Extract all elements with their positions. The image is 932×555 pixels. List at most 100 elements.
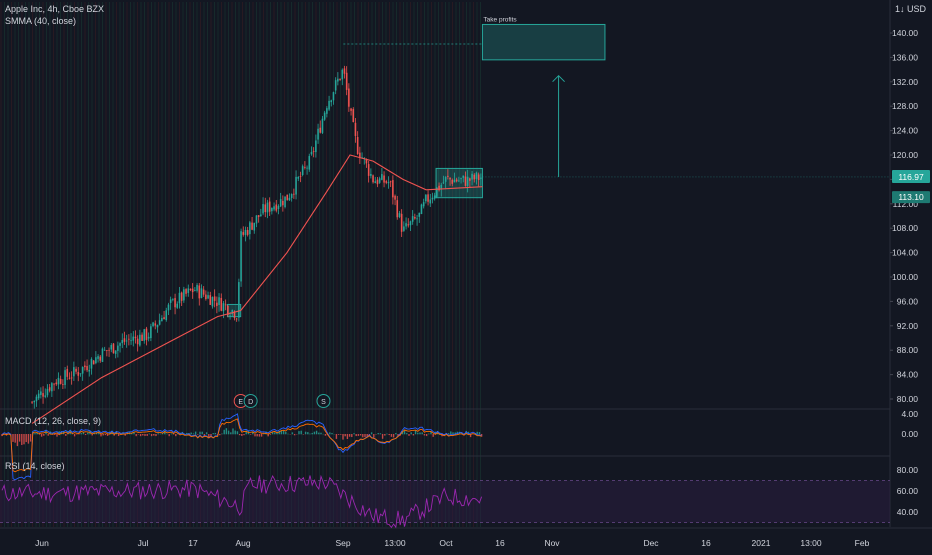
candle-body <box>242 232 244 235</box>
candle-body <box>119 343 121 346</box>
candle-body <box>399 213 401 217</box>
macd-histogram-bar <box>118 434 119 436</box>
macd-histogram-bar <box>305 432 306 435</box>
candle-body <box>170 299 172 303</box>
macd-histogram-bar <box>380 433 381 434</box>
price-tick-label: 120.00 <box>892 150 918 160</box>
candle-body <box>421 205 423 214</box>
price-tick-label: 92.00 <box>897 321 919 331</box>
candle-body <box>335 80 337 90</box>
candle-body <box>425 195 427 201</box>
time-tick-label: Oct <box>439 538 453 548</box>
candle-body <box>330 100 332 102</box>
candle-body <box>121 340 123 343</box>
candle-body <box>383 175 385 182</box>
rsi-tick-label: 60.00 <box>897 486 919 496</box>
candle-body <box>379 178 381 183</box>
current-price-badge: 116.97 <box>892 170 930 183</box>
macd-histogram-bar <box>358 434 359 436</box>
candle-body <box>128 339 130 340</box>
candle-body <box>141 335 143 341</box>
macd-histogram-bar <box>219 434 220 435</box>
macd-histogram-bar <box>479 432 480 434</box>
candle-body <box>60 379 62 384</box>
macd-histogram-bar <box>208 434 209 437</box>
candle-body <box>115 350 117 353</box>
candle-body <box>396 200 398 217</box>
candle-body <box>293 194 295 195</box>
candle <box>102 347 104 362</box>
candle-body <box>124 338 126 342</box>
smma-legend[interactable]: SMMA (40, close) <box>5 16 76 26</box>
current-price-value: 116.97 <box>898 172 924 182</box>
macd-histogram-bar <box>140 434 141 436</box>
candle <box>308 154 310 172</box>
candle-body <box>357 137 359 154</box>
candle-body <box>240 231 242 281</box>
macd-histogram-bar <box>15 434 16 443</box>
macd-histogram-bar <box>197 434 198 435</box>
macd-legend[interactable]: MACD (12, 26, close, 9) <box>5 416 101 426</box>
macd-histogram-bar <box>408 434 409 436</box>
macd-histogram-bar <box>191 433 192 435</box>
candle-body <box>36 397 38 401</box>
macd-tick-label: 4.00 <box>901 409 918 419</box>
currency-selector[interactable]: 1↓ USD <box>895 4 926 14</box>
candle-body <box>355 123 357 136</box>
macd-histogram-bar <box>360 434 361 435</box>
macd-histogram-bar <box>169 434 170 436</box>
candle <box>421 204 423 214</box>
macd-histogram-bar <box>12 434 13 442</box>
candle-body <box>480 178 482 179</box>
macd-histogram-bar <box>347 434 348 439</box>
macd-histogram-bar <box>147 434 148 436</box>
candle-body <box>348 89 350 107</box>
candle <box>302 165 304 177</box>
candle-body <box>416 218 418 219</box>
candle-body <box>319 128 321 133</box>
candle-body <box>220 298 222 311</box>
candle-body <box>183 289 185 300</box>
time-tick-label: 16 <box>495 538 505 548</box>
macd-histogram-bar <box>26 434 27 442</box>
macd-histogram-bar <box>87 433 88 435</box>
candle-body <box>462 176 464 178</box>
macd-histogram-bar <box>74 434 75 436</box>
candle-body <box>280 199 282 206</box>
macd-histogram-bar <box>336 434 337 439</box>
price-tick-label: 132.00 <box>892 77 918 87</box>
candle-body <box>300 176 302 177</box>
macd-histogram-bar <box>386 434 387 435</box>
candle-body <box>469 178 471 180</box>
candle-body <box>80 373 82 374</box>
candle-body <box>75 369 77 372</box>
symbol-legend[interactable]: Apple Inc, 4h, Cboe BZX <box>5 4 104 14</box>
macd-histogram-bar <box>406 433 407 434</box>
macd-histogram-bar <box>19 434 20 442</box>
candle-body <box>176 304 178 308</box>
macd-histogram-bar <box>307 432 308 434</box>
macd-histogram-bar <box>338 434 339 435</box>
macd-histogram-bar <box>261 434 262 437</box>
candle-body <box>394 196 396 200</box>
candle-body <box>185 289 187 294</box>
candle-body <box>203 290 205 295</box>
candle-body <box>137 339 139 345</box>
candle-body <box>304 167 306 168</box>
candle-body <box>451 180 453 184</box>
macd-histogram-bar <box>274 432 275 434</box>
time-tick-label: 17 <box>188 538 198 548</box>
macd-histogram-bar <box>151 434 152 436</box>
candle-body <box>388 182 390 183</box>
candle-body <box>102 349 104 362</box>
candle-body <box>44 395 46 396</box>
candle-body <box>135 337 137 338</box>
candle-body <box>478 174 480 180</box>
candle-body <box>106 350 108 351</box>
candle-body <box>209 295 211 305</box>
candle-body <box>139 335 141 346</box>
macd-histogram-bar <box>393 434 394 437</box>
rsi-legend[interactable]: RSI (14, close) <box>5 461 65 471</box>
